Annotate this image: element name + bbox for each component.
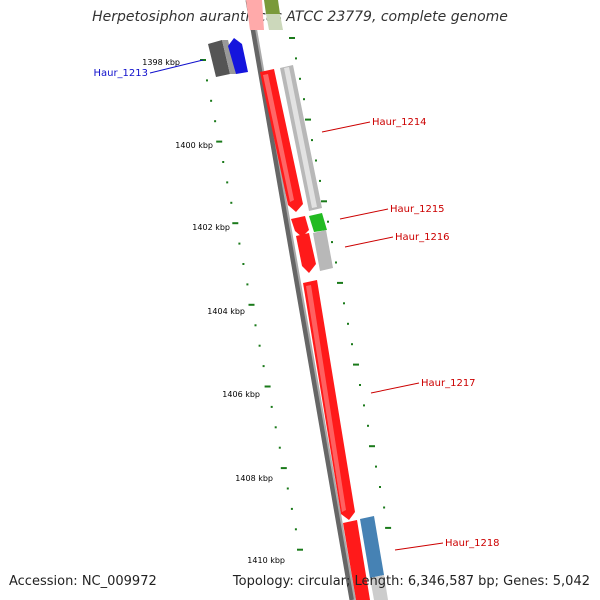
callout-haur-1213: [149, 59, 204, 74]
kbp-label: 1404 kbp: [207, 307, 245, 316]
kbp-label: 1398 kbp: [142, 58, 180, 67]
callout-lines: [149, 59, 444, 551]
cds-haur-1214: [260, 69, 303, 212]
cds-haur-1216: [296, 233, 316, 273]
gene-labels: Haur_1213 Haur_1214 Haur_1215 Haur_1216 …: [93, 68, 499, 549]
feature-blue-arrow: [228, 38, 248, 74]
top-feature-pink: [246, 0, 264, 30]
gc-block-1218-bottom: [370, 575, 388, 600]
gene-label-haur-1215[interactable]: Haur_1215: [390, 204, 445, 215]
gc-block-1215: [309, 213, 327, 232]
callout-haur-1216: [344, 236, 394, 248]
callout-haur-1217: [370, 382, 420, 394]
genome-title: Herpetosiphon aurantiacus ATCC 23779, co…: [92, 9, 508, 25]
genome-summary-text: Topology: circular; Length: 6,346,587 bp…: [232, 574, 590, 589]
gene-label-haur-1216[interactable]: Haur_1216: [395, 232, 450, 243]
gene-label-haur-1217[interactable]: Haur_1217: [421, 378, 476, 389]
cds-haur-1215: [291, 216, 309, 237]
gene-label-haur-1214[interactable]: Haur_1214: [372, 117, 427, 128]
kbp-label: 1400 kbp: [175, 141, 213, 150]
callout-haur-1214: [321, 121, 371, 133]
kbp-label: 1402 kbp: [192, 223, 230, 232]
accession-text: Accession: NC_009972: [9, 574, 157, 589]
top-feature-gray: [266, 14, 283, 30]
cds-haur-1218: [343, 520, 370, 600]
callout-haur-1215: [339, 208, 389, 220]
gene-label-haur-1218[interactable]: Haur_1218: [445, 538, 500, 549]
gc-block-1218: [360, 516, 384, 578]
feature-dark-gray: [208, 40, 230, 77]
callout-haur-1218: [394, 542, 444, 551]
kbp-label: 1406 kbp: [222, 390, 260, 399]
tick-track-right: [289, 37, 392, 529]
tick-track-left: [200, 59, 303, 551]
kbp-label: 1408 kbp: [235, 474, 273, 483]
gc-block-1214: [280, 65, 322, 211]
gc-block-1216: [313, 230, 333, 271]
top-feature-olive: [264, 0, 280, 14]
cds-haur-1217: [303, 280, 355, 520]
kbp-labels: 1398 kbp 1400 kbp 1402 kbp 1404 kbp 1406…: [142, 58, 285, 565]
kbp-label: 1410 kbp: [247, 556, 285, 565]
gene-label-haur-1213[interactable]: Haur_1213: [93, 68, 148, 79]
feature-dark-gray-light: [222, 40, 236, 74]
